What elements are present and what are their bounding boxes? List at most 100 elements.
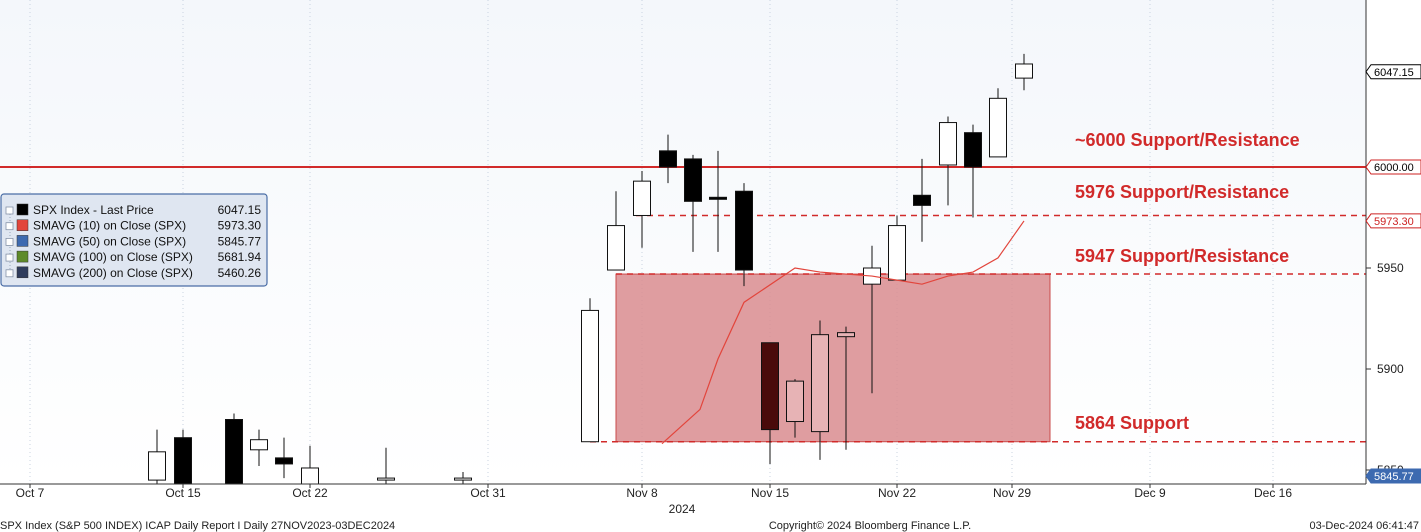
footer-center: Copyright© 2024 Bloomberg Finance L.P. — [769, 520, 971, 532]
price-tag-box — [1365, 213, 1421, 229]
footer-bar — [0, 516, 1421, 532]
candle-body — [709, 196, 727, 200]
candle — [225, 413, 243, 491]
candle-body — [888, 225, 906, 281]
candle — [250, 429, 268, 466]
candle-body — [250, 439, 268, 451]
legend-expander — [5, 206, 14, 215]
candle-body — [454, 477, 472, 481]
price-tag-label: 5845.77 — [1374, 471, 1414, 483]
candle — [786, 379, 804, 438]
x-tick-label: Oct 15 — [165, 486, 201, 500]
x-tick-label: Nov 22 — [878, 486, 916, 500]
legend-label: SMAVG (100) on Close (SPX) — [33, 250, 193, 264]
candle — [989, 88, 1007, 158]
candle-body — [633, 180, 651, 216]
candle — [811, 320, 829, 460]
candle-body — [761, 342, 779, 431]
legend-label: SMAVG (200) on Close (SPX) — [33, 266, 193, 280]
footer-left: SPX Index (S&P 500 INDEX) ICAP Daily Rep… — [0, 520, 395, 532]
candle-body — [964, 132, 982, 168]
x-tick-label: Oct 31 — [470, 486, 506, 500]
candle — [581, 298, 599, 443]
legend-value: 5460.26 — [218, 266, 262, 280]
candle-body — [786, 380, 804, 423]
candle-body — [1015, 63, 1033, 79]
x-tick-label: Oct 22 — [292, 486, 328, 500]
candle-body — [989, 97, 1007, 158]
candle — [964, 124, 982, 218]
candle-body — [225, 419, 243, 485]
legend-value: 5681.94 — [218, 250, 262, 264]
legend-swatch — [16, 266, 29, 279]
legend-box: SPX Index - Last Price 6047.15 SMAVG (10) … — [0, 193, 268, 287]
candle-body — [811, 334, 829, 433]
price-tag-box — [1365, 64, 1421, 80]
legend-swatch — [16, 235, 29, 247]
level-annotation: 5864 Support — [1075, 413, 1189, 433]
candle — [174, 429, 192, 511]
candle-body — [735, 190, 753, 271]
legend-swatch — [16, 219, 29, 231]
x-tick-label: Nov 15 — [751, 486, 789, 500]
candle-body — [275, 457, 293, 465]
candle — [275, 437, 293, 479]
footer-right: 03-Dec-2024 06:41:47 — [1310, 520, 1419, 532]
legend-label: SMAVG (10) on Close (SPX) — [33, 219, 186, 233]
price-tag-label: 5973.30 — [1374, 216, 1414, 228]
candle — [607, 191, 625, 271]
candle-body — [684, 158, 702, 202]
x-tick-label: Dec 9 — [1134, 486, 1166, 500]
y-tick-label: 5950 — [1377, 261, 1404, 275]
candle-body — [377, 477, 395, 481]
candle-body — [607, 225, 625, 271]
candle-body — [913, 194, 931, 206]
price-tag: 5845.77 — [1365, 468, 1421, 484]
candle — [761, 342, 779, 464]
price-tag: 5973.30 — [1365, 213, 1421, 229]
legend-expander — [5, 222, 14, 231]
legend-value: 5845.77 — [218, 234, 262, 248]
legend-swatch — [16, 250, 29, 263]
candle — [633, 171, 651, 248]
candle — [837, 326, 855, 450]
sma10-line — [661, 220, 1025, 445]
legend-swatch — [16, 203, 29, 216]
right-axis-panel — [1366, 0, 1421, 532]
support-zone — [615, 273, 1051, 443]
x-tick-label: Nov 8 — [626, 486, 658, 500]
legend-label: SMAVG (50) on Close (SPX) — [33, 234, 186, 248]
legend-label: SPX Index - Last Price — [33, 203, 154, 217]
candle — [913, 158, 931, 242]
legend-expander — [5, 237, 14, 246]
candle-body — [939, 122, 957, 166]
x-tick-label: Nov 29 — [993, 486, 1031, 500]
price-tag: 6000.00 — [1365, 159, 1421, 175]
price-tag-box — [1365, 468, 1421, 484]
legend-expander — [5, 253, 14, 262]
x-tick-label: Dec 16 — [1254, 486, 1292, 500]
candle — [939, 116, 957, 206]
level-annotation: 5947 Support/Resistance — [1075, 246, 1289, 266]
x-year-label: 2024 — [669, 502, 696, 516]
legend-value: 5973.30 — [218, 219, 262, 233]
candle — [377, 447, 395, 491]
level-annotation: ~6000 Support/Resistance — [1075, 130, 1300, 150]
legend-value: 6047.15 — [218, 203, 262, 217]
legend-expander — [5, 269, 14, 278]
candle-body — [148, 451, 166, 481]
candle-body — [581, 309, 599, 443]
price-tag-label: 6000.00 — [1374, 162, 1414, 174]
price-tag: 6047.15 — [1365, 64, 1421, 80]
candle — [735, 183, 753, 287]
candle — [1015, 53, 1033, 91]
legend-frame — [0, 193, 268, 287]
y-tick-label: 5900 — [1377, 362, 1404, 376]
candle-body — [837, 332, 855, 338]
candle — [709, 150, 727, 252]
candle-body — [659, 150, 677, 168]
price-tag-box — [1365, 159, 1421, 175]
price-tag-label: 6047.15 — [1374, 67, 1414, 79]
